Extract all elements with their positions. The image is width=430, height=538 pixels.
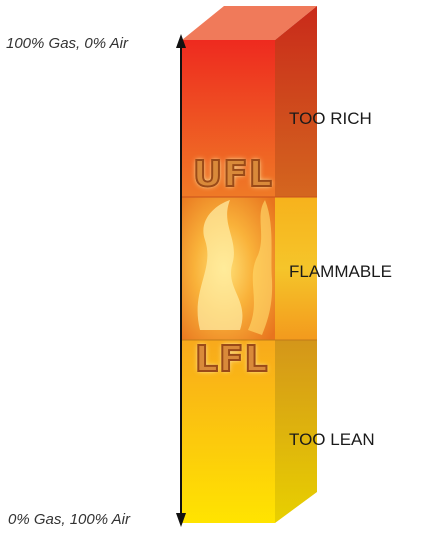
- zone-too-rich-front: [182, 40, 275, 197]
- zone-label-flammable: FLAMMABLE: [289, 262, 392, 281]
- zone-label-too-rich: TOO RICH: [289, 109, 372, 128]
- flame-swirl-2: [248, 200, 273, 335]
- zone-too-lean-front: [182, 340, 275, 523]
- column-top-face: [182, 6, 317, 40]
- zone-too-rich-side: [275, 6, 317, 197]
- top-concentration-label: 100% Gas, 0% Air: [6, 35, 128, 52]
- arrow-head-up: [176, 34, 186, 48]
- zone-label-too-lean: TOO LEAN: [289, 430, 375, 449]
- bottom-concentration-label: 0% Gas, 100% Air: [8, 511, 130, 528]
- flame-swirl: [197, 200, 243, 330]
- ufl-label: UFL: [192, 153, 273, 196]
- lfl-label: LFL: [194, 338, 269, 381]
- zone-flammable-side: [275, 197, 317, 340]
- zone-too-lean-side: [275, 340, 317, 523]
- arrow-head-down: [176, 513, 186, 527]
